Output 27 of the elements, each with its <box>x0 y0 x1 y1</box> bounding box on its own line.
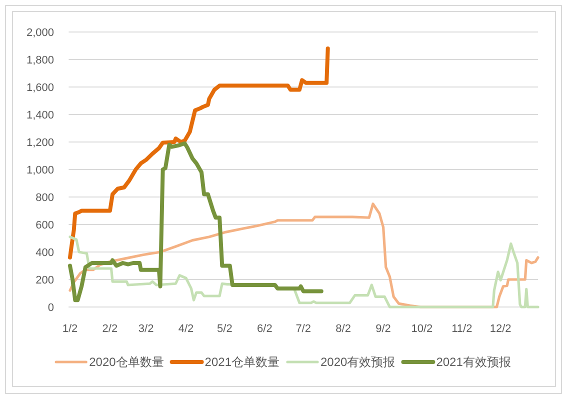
y-tick-label: 1,800 <box>26 54 54 66</box>
legend-label: 2020仓单数量 <box>89 355 164 370</box>
y-tick-label: 400 <box>36 246 54 259</box>
x-tick-label: 9/2 <box>376 322 391 335</box>
y-tick-label: 600 <box>36 219 54 232</box>
y-tick-label: 2,000 <box>26 26 54 39</box>
y-tick-label: 1,400 <box>26 109 54 122</box>
y-tick-label: 1,200 <box>26 136 54 149</box>
x-tick-label: 3/2 <box>138 322 154 335</box>
legend-label: 2021仓单数量 <box>204 355 280 370</box>
y-tick-label: 200 <box>36 274 54 286</box>
y-tick-label: 1,600 <box>26 82 54 94</box>
y-tick-label: 0 <box>48 302 54 314</box>
x-tick-label: 4/2 <box>178 322 194 335</box>
x-tick-label: 2/2 <box>102 322 118 335</box>
legend-label: 2020有效预报 <box>320 355 396 370</box>
x-tick-label: 6/2 <box>257 322 272 335</box>
x-tick-label: 5/2 <box>217 322 232 335</box>
x-tick-label: 8/2 <box>336 322 351 335</box>
legend-label: 2021有效预报 <box>436 355 511 370</box>
x-tick-label: 7/2 <box>296 322 311 335</box>
x-tick-label: 12/2 <box>490 322 512 335</box>
x-tick-label: 11/2 <box>452 322 472 335</box>
y-tick-label: 1,000 <box>26 164 54 176</box>
x-tick-label: 1/2 <box>62 322 78 335</box>
x-tick-label: 10/2 <box>411 322 433 335</box>
y-tick-label: 800 <box>36 192 54 204</box>
